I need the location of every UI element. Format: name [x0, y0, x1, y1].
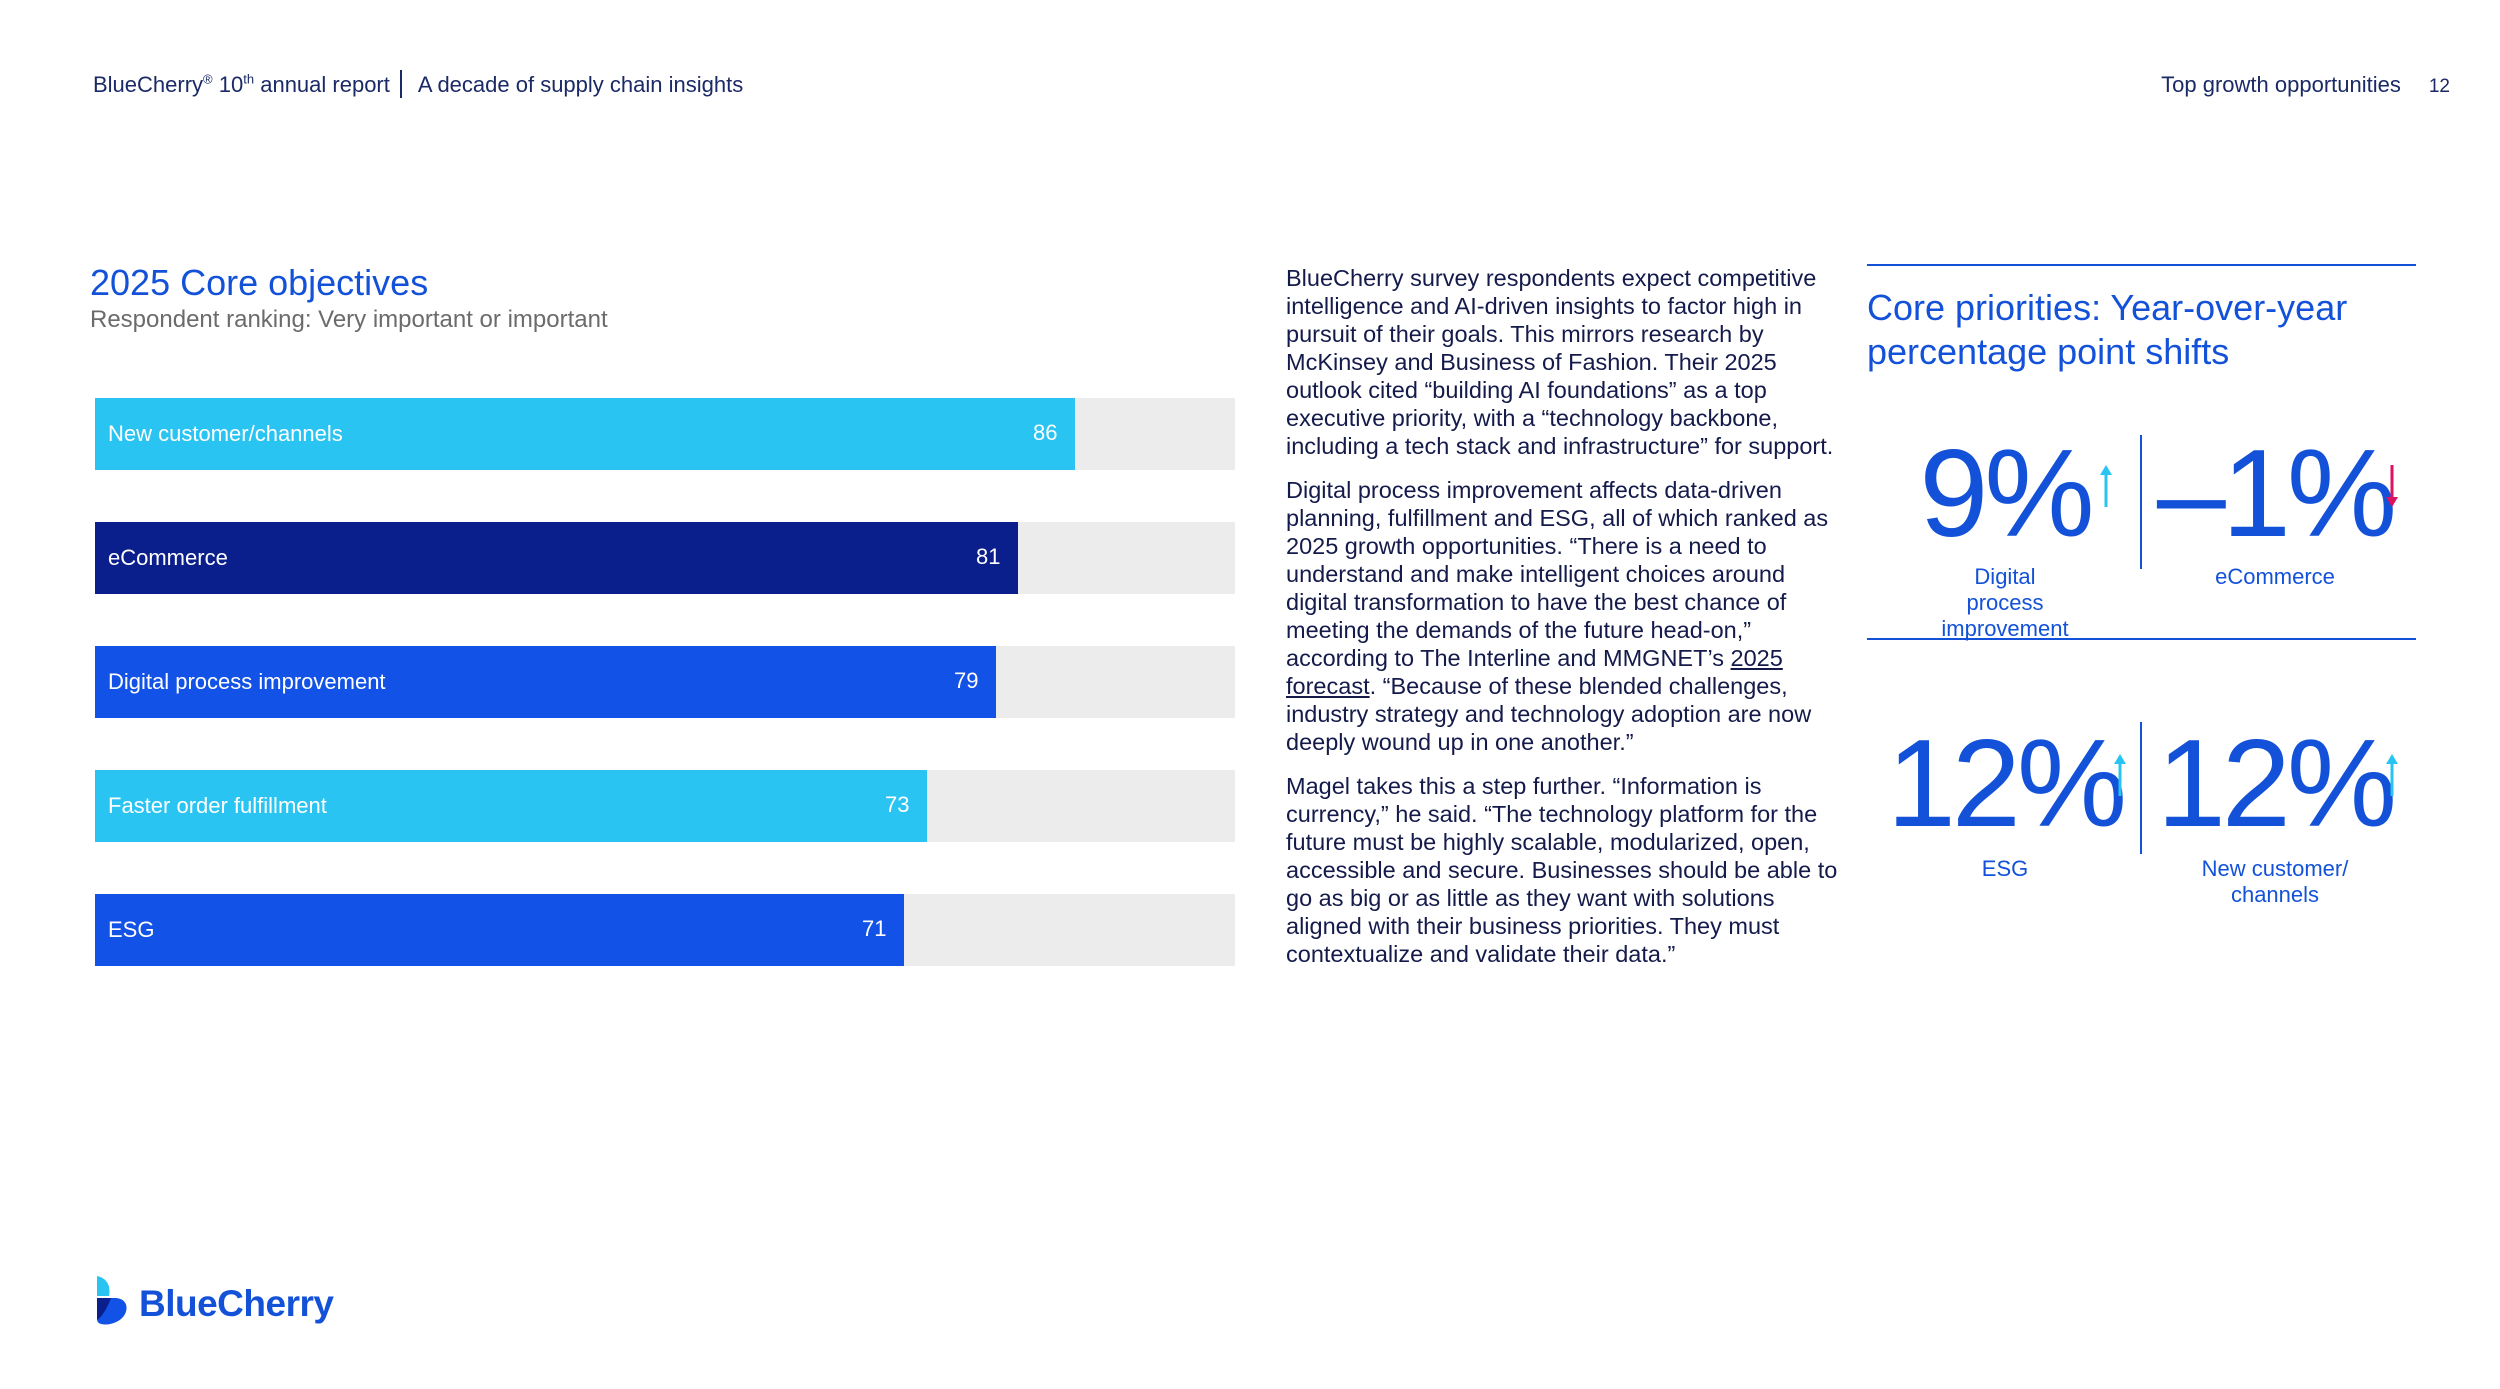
bar-category-label: Digital process improvement [108, 669, 386, 694]
paragraph-2-text-end: . “Because of these blended challenges, … [1286, 673, 1812, 755]
report-suffix: annual report [260, 72, 390, 97]
registered-mark: ® [203, 71, 213, 87]
stat-divider [2140, 435, 2142, 569]
chart-subtitle: Respondent ranking: Very important or im… [90, 306, 608, 333]
priorities-title: Core priorities: Year-over-year percenta… [1867, 287, 2348, 372]
bar-track: eCommerce 81 [95, 522, 1235, 594]
bar: New customer/channels 86 [95, 398, 1075, 470]
stat-value: 9% [1919, 425, 2094, 563]
bar-value-label: 81 [976, 544, 1001, 569]
bar-value-label: 79 [954, 668, 979, 693]
paragraph-2: Digital process improvement affects data… [1286, 476, 1846, 756]
bar-category-label: eCommerce [108, 545, 228, 570]
bar: eCommerce 81 [95, 522, 1018, 594]
bar-track: New customer/channels 86 [95, 398, 1235, 470]
bar: Faster order fulfillment 73 [95, 770, 927, 842]
edition-number: 10 [218, 72, 244, 97]
arrow-up-icon [2114, 754, 2126, 796]
bar-value-label: 71 [862, 916, 887, 941]
section-title: Top growth opportunities [2161, 72, 2401, 97]
bar-category-label: Faster order fulfillment [108, 793, 327, 818]
stat-label: New customer/ channels [2201, 856, 2349, 907]
bar: ESG 71 [95, 894, 904, 966]
arrow-up-icon [2100, 465, 2112, 507]
stat-value: 12% [1886, 715, 2127, 853]
stat-divider [2140, 722, 2142, 854]
forecast-link[interactable]: 2025 forecast [1286, 645, 1783, 699]
paragraph-3: Magel takes this a step further. “Inform… [1286, 773, 1838, 967]
stat-value: 12% [2156, 715, 2397, 853]
bar-category-label: ESG [108, 917, 155, 942]
report-title: BlueCherry® 10th annual report A decade o… [93, 70, 743, 98]
top-rule [1867, 264, 2416, 266]
chart-title: 2025 Core objectives [90, 262, 429, 303]
arrow-up-icon [2386, 754, 2398, 796]
stat-label: Digital process improvement [1941, 564, 2069, 641]
stat-esg: 12% ESG [1880, 722, 2130, 882]
stat-label: eCommerce [2215, 564, 2335, 589]
header-divider [399, 70, 402, 98]
bar-track: Digital process improvement 79 [95, 646, 1235, 718]
bar-value-label: 86 [1033, 420, 1058, 445]
body-text: BlueCherry survey respondents expect com… [1286, 264, 1846, 984]
bar-chart: New customer/channels 86 eCommerce 81 Digita… [95, 398, 1235, 988]
stat-new-customer: 12% New customer/ channels [2150, 722, 2400, 908]
page-number: 12 [2428, 76, 2450, 97]
bar-track: Faster order fulfillment 73 [95, 770, 1235, 842]
bluecherry-logo-text: BlueCherry [139, 1283, 334, 1324]
middle-rule [1867, 638, 2416, 640]
bar: Digital process improvement 79 [95, 646, 996, 718]
stat-digital-process: 9% Digital process improvement [1880, 432, 2130, 642]
paragraph-1: BlueCherry survey respondents expect com… [1286, 265, 1834, 459]
bluecherry-logo-icon [97, 1276, 127, 1325]
report-subtitle: A decade of supply chain insights [417, 72, 744, 97]
arrow-down-icon [2386, 465, 2398, 507]
bar-track: ESG 71 [95, 894, 1235, 966]
bar-category-label: New customer/channels [108, 421, 343, 446]
edition-suffix: th [243, 71, 255, 87]
brand-name: BlueCherry [93, 72, 204, 97]
section-header: Top growth opportunities 12 [2161, 72, 2450, 98]
paragraph-2-text: Digital process improvement affects data… [1286, 477, 1829, 671]
bar-value-label: 73 [885, 792, 910, 817]
stat-value: –1% [2156, 425, 2397, 563]
stat-label: ESG [1981, 856, 2029, 881]
stat-ecommerce: –1% eCommerce [2150, 432, 2400, 590]
